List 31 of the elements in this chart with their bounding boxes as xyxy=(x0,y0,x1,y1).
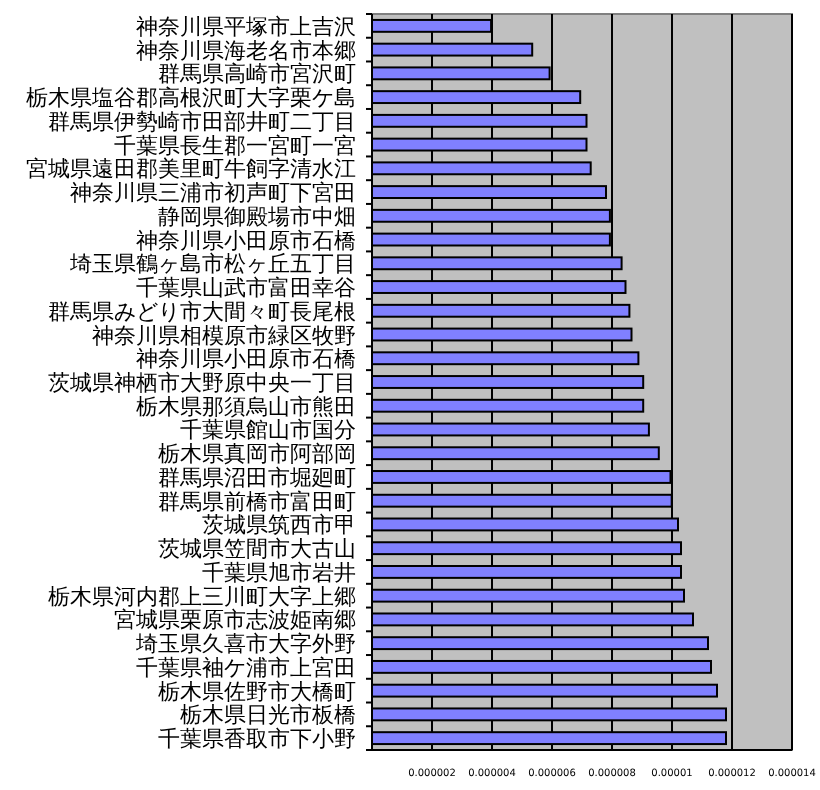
y-tick-label: 埼玉県久喜市大字外野 xyxy=(134,631,356,658)
y-tick-label: 埼玉県鶴ヶ島市松ヶ丘五丁目 xyxy=(68,251,356,278)
y-tick-label: 群馬県伊勢崎市田部井町二丁目 xyxy=(48,108,356,135)
y-tick-label: 栃木県真岡市阿部岡 xyxy=(158,441,356,468)
y-tick-label: 千葉県香取市下小野 xyxy=(158,726,356,753)
y-tick-label: 茨城県神栖市大野原中央一丁目 xyxy=(48,370,356,396)
y-tick-label: 千葉県館山市国分 xyxy=(180,417,356,444)
y-tick-label: 栃木県日光市板橋 xyxy=(180,702,356,729)
y-tick-label: 宮城県栗原市志波姫南郷 xyxy=(114,607,356,634)
y-tick-label: 神奈川県小田原市石橋 xyxy=(136,346,356,373)
y-tick-label: 神奈川県相模原市緑区牧野 xyxy=(92,322,356,349)
y-tick-label: 栃木県那須烏山市熊田 xyxy=(136,393,356,420)
y-tick-label: 静岡県御殿場市中畑 xyxy=(158,203,356,230)
y-tick-label: 栃木県佐野市大橋町 xyxy=(158,678,356,705)
y-tick-label: 千葉県旭市岩井 xyxy=(202,559,356,586)
y-tick-label: 神奈川県平塚市上吉沢 xyxy=(136,13,356,40)
y-tick-label: 茨城県笠間市大古山 xyxy=(158,536,356,563)
y-tick-label: 群馬県沼田市堀廻町 xyxy=(158,464,356,491)
y-tick-label: 千葉県山武市富田幸谷 xyxy=(136,275,356,302)
y-tick-label: 群馬県前橋市富田町 xyxy=(158,488,356,515)
y-tick-label: 千葉県長生郡一宮町一宮 xyxy=(114,132,356,159)
y-tick-label: 神奈川県三浦市初声町下宮田 xyxy=(70,180,356,207)
y-tick-label: 栃木県河内郡上三川町大字上郷 xyxy=(48,583,356,610)
y-tick-label: 茨城県筑西市甲 xyxy=(202,512,356,539)
y-tick-label: 千葉県袖ケ浦市上宮田 xyxy=(136,654,356,681)
y-tick-label: 群馬県高崎市宮沢町 xyxy=(158,61,356,88)
y-tick-label: 栃木県塩谷郡高根沢町大字栗ケ島 xyxy=(26,85,356,112)
y-tick-label: 宮城県遠田郡美里町牛飼字清水江 xyxy=(26,156,356,183)
y-tick-label: 群馬県みどり市大間々町長尾根 xyxy=(48,298,356,325)
y-tick-label: 神奈川県小田原市石橋 xyxy=(136,227,356,254)
y-tick-label: 神奈川県海老名市本郷 xyxy=(136,37,356,64)
